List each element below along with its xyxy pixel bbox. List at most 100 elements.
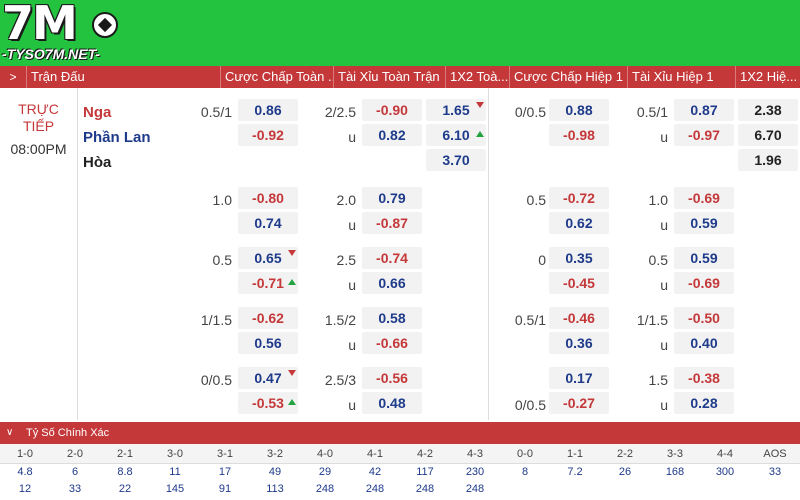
score-odds[interactable]: 248 <box>315 483 335 495</box>
logo-7m: 7M <box>2 0 78 50</box>
ah-home-value: 0.47 <box>254 370 282 386</box>
score-odds[interactable]: 145 <box>165 483 185 495</box>
score-odds[interactable]: 248 <box>365 483 385 495</box>
h1-x12-home-odds[interactable]: 2.38 <box>738 99 798 121</box>
ou-line: 1.5/2 <box>324 312 356 328</box>
score-odds[interactable]: 33 <box>68 483 82 495</box>
score-odds[interactable]: 22 <box>118 483 132 495</box>
ah-away-odds[interactable]: -0.92 <box>238 124 298 146</box>
h1-ah-home-odds[interactable]: 0.17 <box>549 367 609 389</box>
ah-away-odds[interactable]: 0.74 <box>238 212 298 234</box>
score-label: AOS <box>763 448 787 460</box>
h1-x12-away-odds[interactable]: 6.70 <box>738 124 798 146</box>
ou-under-label: u <box>348 217 356 233</box>
h1-ou-under-odds[interactable]: 0.28 <box>674 392 734 414</box>
ou-over-odds[interactable]: 0.79 <box>362 187 422 209</box>
x12-home-odds[interactable]: 1.65 <box>426 99 486 121</box>
score-odds[interactable]: 113 <box>266 483 284 495</box>
score-odds[interactable]: 12 <box>18 483 32 495</box>
ah-home-odds[interactable]: 0.65 <box>238 247 298 269</box>
score-odds[interactable]: 6 <box>71 466 79 478</box>
score-odds[interactable]: 17 <box>218 466 232 478</box>
ah-away-value: -0.71 <box>252 275 284 291</box>
odds-down-icon <box>288 370 296 376</box>
score-odds[interactable]: 168 <box>665 466 685 478</box>
ou-over-odds[interactable]: -0.90 <box>362 99 422 121</box>
h1-ah-home-odds[interactable]: 0.88 <box>549 99 609 121</box>
score-label: 4-4 <box>717 448 733 460</box>
h1-ou-under-odds[interactable]: 0.59 <box>674 212 734 234</box>
h1-ou-over-odds[interactable]: -0.69 <box>674 187 734 209</box>
ah-away-odds[interactable]: 0.56 <box>238 332 298 354</box>
away-team[interactable]: Phần Lan <box>83 129 151 146</box>
chevron-down-icon[interactable]: ∨ <box>6 427 14 438</box>
ah-line: 0.5 <box>212 252 232 268</box>
h1-ou-under-odds[interactable]: -0.97 <box>674 124 734 146</box>
x12-away-odds[interactable]: 6.10 <box>426 124 486 146</box>
score-odds[interactable]: 8.8 <box>117 466 133 478</box>
score-odds[interactable]: 33 <box>768 466 782 478</box>
score-odds[interactable]: 42 <box>368 466 382 478</box>
ah-line: 1/1.5 <box>200 312 232 328</box>
h1-ou-under-odds[interactable]: -0.69 <box>674 272 734 294</box>
ah-home-odds[interactable]: 0.86 <box>238 99 298 121</box>
h1-ou-line: 1.0 <box>648 192 668 208</box>
h1-ou-over-odds[interactable]: -0.50 <box>674 307 734 329</box>
ou-under-odds[interactable]: -0.87 <box>362 212 422 234</box>
ou-under-odds[interactable]: 0.48 <box>362 392 422 414</box>
ou-under-odds[interactable]: 0.66 <box>362 272 422 294</box>
match-time-cell: TRỰC TIẾP 08:00PM <box>0 88 78 420</box>
correct-score-title: Tỷ Số Chính Xác <box>26 427 110 439</box>
score-odds[interactable]: 300 <box>715 466 735 478</box>
score-odds[interactable]: 11 <box>169 466 181 478</box>
ou-over-odds[interactable]: -0.56 <box>362 367 422 389</box>
score-odds[interactable]: 29 <box>318 466 332 478</box>
h1-ou-under-odds[interactable]: 0.40 <box>674 332 734 354</box>
ou-under-odds[interactable]: 0.82 <box>362 124 422 146</box>
h1-ou-line: 0.5 <box>648 252 668 268</box>
ou-over-odds[interactable]: -0.74 <box>362 247 422 269</box>
score-odds[interactable]: 7.2 <box>567 466 583 478</box>
h1-ah-away-odds[interactable]: -0.98 <box>549 124 609 146</box>
ah-home-odds[interactable]: -0.62 <box>238 307 298 329</box>
ah-home-odds[interactable]: -0.80 <box>238 187 298 209</box>
score-odds[interactable]: 117 <box>416 466 434 478</box>
h1-ou-over-odds[interactable]: -0.38 <box>674 367 734 389</box>
h1-ah-away-odds[interactable]: -0.45 <box>549 272 609 294</box>
ah-away-odds[interactable]: -0.53 <box>238 392 298 414</box>
ah-home-odds[interactable]: 0.47 <box>238 367 298 389</box>
score-label: 4-2 <box>417 448 433 460</box>
ou-under-odds[interactable]: -0.66 <box>362 332 422 354</box>
site-logo[interactable]: 7M -TYSO7M.NET- <box>2 0 120 64</box>
col-ah-full: Cược Chấp Toàn ... <box>220 66 333 88</box>
h1-ah-home-odds[interactable]: -0.72 <box>549 187 609 209</box>
correct-score-row-1: 4.8 6 8.8 11 17 49 29 42 117 230 8 7.2 26 168 300 33 <box>0 466 800 482</box>
score-odds[interactable]: 26 <box>618 466 632 478</box>
h1-ah-away-odds[interactable]: -0.27 <box>549 392 609 414</box>
h1-ah-home-odds[interactable]: -0.46 <box>549 307 609 329</box>
h1-ou-under-label: u <box>660 397 668 413</box>
ou-line: 2.5/3 <box>324 372 356 388</box>
score-odds[interactable]: 8 <box>521 466 529 478</box>
home-team[interactable]: Nga <box>83 104 112 121</box>
h1-ah-away-odds[interactable]: 0.36 <box>549 332 609 354</box>
score-odds[interactable]: 248 <box>465 483 485 495</box>
h1-ou-over-odds[interactable]: 0.87 <box>674 99 734 121</box>
score-odds[interactable]: 230 <box>465 466 485 478</box>
h1-ah-away-odds[interactable]: 0.62 <box>549 212 609 234</box>
h1-ah-home-odds[interactable]: 0.35 <box>549 247 609 269</box>
score-odds[interactable]: 91 <box>218 483 232 495</box>
h1-x12-draw-odds[interactable]: 1.96 <box>738 149 798 171</box>
score-odds[interactable]: 49 <box>268 466 282 478</box>
score-odds[interactable]: 248 <box>415 483 435 495</box>
expand-arrow-icon[interactable]: > <box>9 70 17 84</box>
correct-score-header[interactable]: ∨ Tỷ Số Chính Xác <box>0 422 800 444</box>
ah-line: 1.0 <box>212 192 232 208</box>
ah-away-odds[interactable]: -0.71 <box>238 272 298 294</box>
h1-ou-under-label: u <box>660 217 668 233</box>
x12-draw-odds[interactable]: 3.70 <box>426 149 486 171</box>
ou-over-odds[interactable]: 0.58 <box>362 307 422 329</box>
score-odds[interactable]: 4.8 <box>17 466 33 478</box>
score-label: 1-0 <box>17 448 33 460</box>
h1-ou-over-odds[interactable]: 0.59 <box>674 247 734 269</box>
